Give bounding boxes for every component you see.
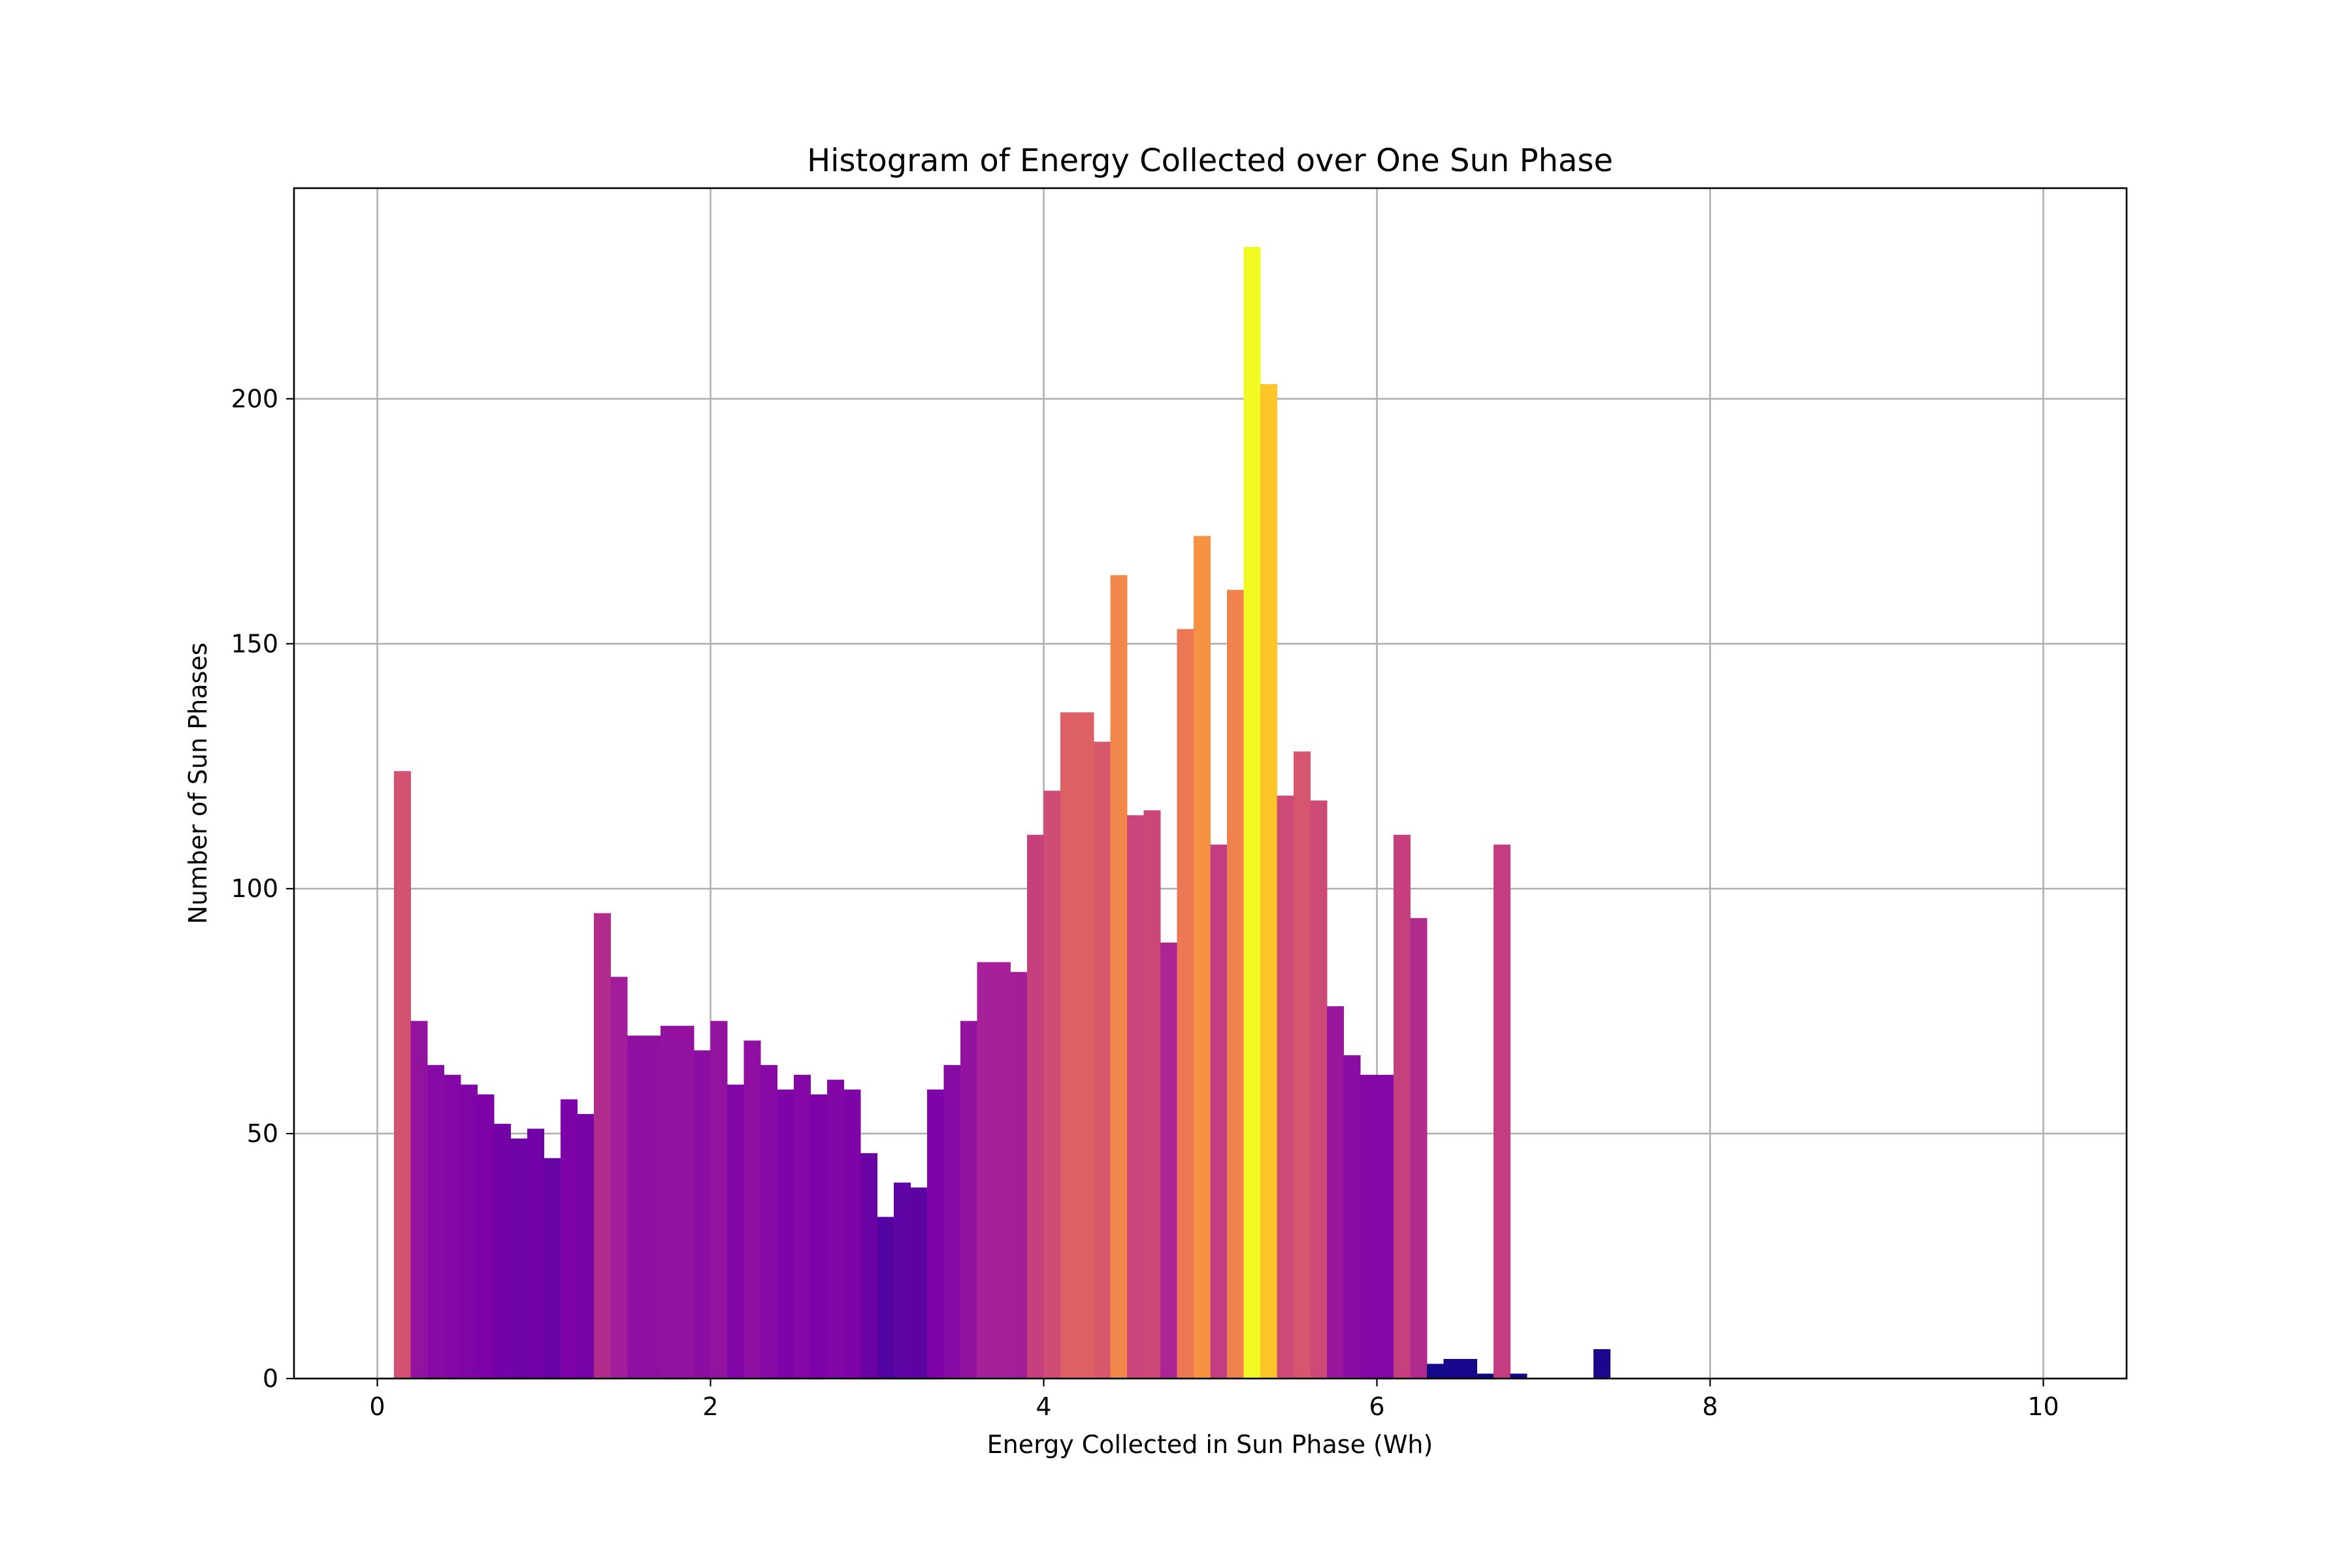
histogram-bar [1110,575,1128,1379]
histogram-bar [461,1085,478,1379]
histogram-bar [1010,972,1028,1379]
histogram-bar [1360,1075,1377,1379]
x-tick-label: 8 [1702,1392,1718,1421]
histogram-bar [910,1187,928,1379]
y-tick-label: 50 [247,1119,278,1148]
histogram-bar [877,1217,894,1379]
histogram-bar [610,977,628,1379]
histogram-bar [527,1128,544,1379]
x-tick-label: 0 [369,1392,385,1421]
histogram-bar [1177,629,1194,1379]
histogram-bar [477,1094,495,1379]
histogram-bar [1593,1349,1610,1379]
histogram-bar [1043,791,1061,1379]
histogram-bar [1143,810,1161,1379]
histogram-bar [1227,589,1244,1379]
histogram-bar [510,1138,528,1379]
y-tick-label: 0 [263,1364,278,1393]
histogram-bar [843,1089,861,1379]
histogram-bars [394,246,1610,1379]
histogram-bar [594,913,611,1379]
histogram-bar [661,1026,678,1379]
histogram-bar [410,1021,428,1379]
x-tick-label: 6 [1369,1392,1384,1421]
histogram-bar [1427,1364,1444,1379]
histogram-bar [1194,536,1211,1379]
histogram-bar [777,1089,794,1379]
histogram-bar [960,1021,977,1379]
y-tick-label: 150 [231,629,278,658]
histogram-bar [561,1099,578,1379]
y-axis-label: Number of Sun Phases [184,642,212,924]
histogram-bar [1260,384,1277,1379]
histogram-bar [1127,815,1144,1379]
histogram-bar [1327,1006,1344,1379]
histogram-bar [977,962,994,1379]
histogram-bar [1060,712,1077,1379]
histogram-bar [1094,742,1111,1379]
histogram-bar [1343,1055,1361,1379]
histogram-bar [677,1026,694,1379]
histogram-bar [1294,751,1311,1379]
x-tick-label: 2 [702,1392,718,1421]
histogram-bar [1210,844,1228,1379]
x-tick-label: 10 [2027,1392,2059,1421]
histogram-bar [1394,834,1411,1379]
histogram-bar [810,1094,828,1379]
histogram-bar [794,1075,811,1379]
histogram-bar [927,1089,944,1379]
histogram-bar [710,1021,728,1379]
histogram-bar [1443,1359,1461,1379]
histogram-bar [627,1036,644,1379]
histogram-bar [1277,795,1294,1379]
histogram-bar [394,771,411,1379]
histogram-bar [544,1158,561,1379]
histogram-bar [1027,834,1044,1379]
chart-title: Histogram of Energy Collected over One S… [807,142,1613,179]
histogram-bar [943,1065,961,1379]
histogram-bar [727,1085,744,1379]
histogram-bar [444,1075,461,1379]
x-axis-label: Energy Collected in Sun Phase (Wh) [987,1430,1433,1459]
histogram-bar [860,1153,877,1379]
histogram-bar [1494,844,1511,1379]
plot-frame [293,187,2128,1380]
histogram-bar [1310,800,1328,1379]
histogram-bar [827,1079,844,1379]
histogram-bar [694,1050,711,1379]
histogram-bar [760,1065,777,1379]
histogram-bar [743,1040,761,1379]
x-tick-label: 4 [1036,1392,1051,1421]
histogram-bar [1477,1373,1494,1379]
histogram-bar [1243,246,1261,1379]
histogram-bar [1410,918,1428,1379]
histogram-bar [1460,1359,1477,1379]
histogram-bar [494,1124,511,1379]
histogram-bar [644,1036,661,1379]
y-tick-label: 100 [231,874,278,903]
y-tick-label: 200 [231,384,278,413]
histogram-bar [994,962,1011,1379]
histogram-bar [1377,1075,1394,1379]
histogram-bar [427,1065,444,1379]
histogram-bar [1160,942,1177,1379]
histogram-bar [577,1114,595,1379]
histogram-bar [1077,712,1094,1379]
histogram-bar [894,1183,911,1379]
histogram-bar [1510,1373,1527,1379]
